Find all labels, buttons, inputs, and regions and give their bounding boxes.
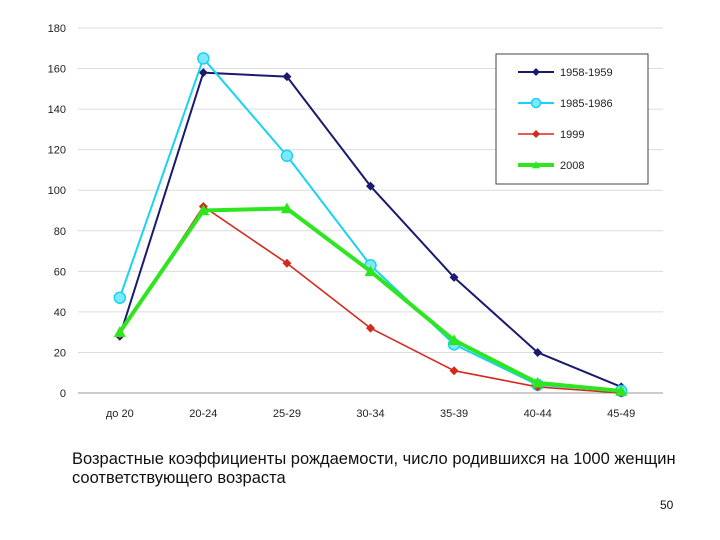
- x-tick-label: 30-34: [356, 408, 384, 420]
- data-point: [615, 384, 628, 396]
- y-tick-label: 180: [48, 23, 66, 35]
- chart-series: [113, 52, 628, 398]
- x-tick-label: 40-44: [524, 408, 552, 420]
- data-point: [366, 181, 375, 191]
- series-2008: [113, 202, 628, 396]
- data-point: [198, 68, 208, 78]
- x-tick-label: 45-49: [607, 408, 635, 420]
- data-point: [282, 258, 292, 268]
- series-line: [118, 206, 622, 393]
- line-chart: 0 20 40 60 80 100 120 140 160 180 до 20 20-24 25-29…: [48, 23, 663, 420]
- data-point: [113, 326, 126, 337]
- x-tick-label: 20-24: [189, 408, 217, 420]
- legend-item: 1958-1959: [518, 67, 613, 79]
- y-tick-label: 0: [60, 388, 66, 400]
- legend-label: 1985-1986: [560, 98, 613, 110]
- data-point: [531, 376, 544, 388]
- y-tick-label: 80: [54, 226, 66, 238]
- page-number: 50: [660, 498, 674, 512]
- data-point: [532, 68, 540, 76]
- data-point: [197, 204, 210, 216]
- y-tick-label: 100: [48, 185, 66, 197]
- data-point: [533, 347, 543, 357]
- data-point: [364, 265, 377, 277]
- legend-item: 1985-1986: [518, 97, 613, 110]
- x-tick-label: 25-29: [273, 408, 301, 420]
- y-axis-ticks: 0 20 40 60 80 100 120 140 160 180: [48, 23, 66, 400]
- data-point: [280, 202, 293, 214]
- chart-caption: Возрастные коэффициенты рождаемости, чис…: [72, 450, 676, 487]
- y-tick-label: 20: [54, 347, 66, 359]
- x-axis-ticks: до 20 20-24 25-29 30-34 35-39 40-44 45-49: [106, 408, 635, 420]
- y-tick-label: 60: [54, 266, 66, 278]
- data-point: [532, 130, 540, 138]
- data-point: [113, 291, 127, 304]
- y-tick-label: 140: [48, 104, 66, 116]
- data-point: [532, 161, 540, 169]
- legend-label: 1999: [560, 129, 584, 141]
- data-point: [282, 72, 292, 82]
- data-point: [366, 323, 375, 333]
- x-tick-label: до 20: [106, 408, 134, 420]
- data-point: [448, 334, 461, 346]
- y-tick-label: 160: [48, 64, 66, 76]
- x-tick-label: 35-39: [440, 408, 468, 420]
- legend-item: 2008: [518, 160, 584, 172]
- data-point: [449, 366, 459, 376]
- series-line: [119, 205, 622, 394]
- y-tick-label: 120: [48, 145, 66, 157]
- y-tick-label: 40: [54, 307, 66, 319]
- data-point: [197, 52, 210, 65]
- legend-item: 1999: [518, 129, 584, 141]
- legend-label: 1958-1959: [560, 67, 613, 79]
- data-point: [280, 149, 294, 162]
- data-point: [530, 97, 542, 109]
- data-point: [449, 272, 459, 282]
- legend-label: 2008: [560, 160, 584, 172]
- legend-box: [495, 53, 649, 185]
- chart-legend: 1958-1959 1985-1986 1999 2008: [495, 53, 649, 185]
